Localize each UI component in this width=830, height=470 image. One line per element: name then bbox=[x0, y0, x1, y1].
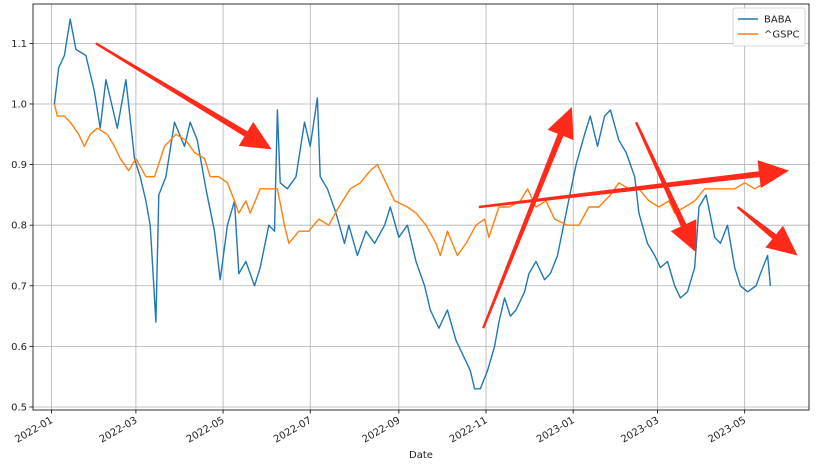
y-tick-label: 0.6 bbox=[11, 342, 27, 353]
y-tick-label: 1.0 bbox=[11, 99, 27, 110]
y-tick-label: 0.7 bbox=[11, 281, 27, 292]
series-layer bbox=[53, 18, 772, 390]
legend-label: ^GSPC bbox=[764, 30, 800, 41]
series-line-gspc bbox=[53, 103, 771, 257]
red-arrow-3 bbox=[478, 160, 789, 209]
red-arrow-1 bbox=[95, 42, 272, 150]
legend-box bbox=[732, 7, 806, 47]
x-axis-label: Date bbox=[409, 450, 433, 461]
y-tick-label: 1.1 bbox=[11, 39, 27, 50]
y-tick-label: 0.5 bbox=[11, 402, 27, 413]
y-tick-label: 0.8 bbox=[11, 221, 27, 232]
legend: BABA ^GSPC bbox=[732, 7, 806, 47]
red-arrow-5 bbox=[736, 206, 798, 256]
y-tick-label: 0.9 bbox=[11, 160, 27, 171]
red-arrow-4 bbox=[635, 121, 697, 253]
plot-frame bbox=[32, 3, 810, 411]
series-line-baba bbox=[53, 18, 772, 390]
legend-label: BABA bbox=[764, 15, 792, 26]
annotation-layer bbox=[95, 42, 798, 329]
red-arrow-2 bbox=[482, 107, 574, 329]
